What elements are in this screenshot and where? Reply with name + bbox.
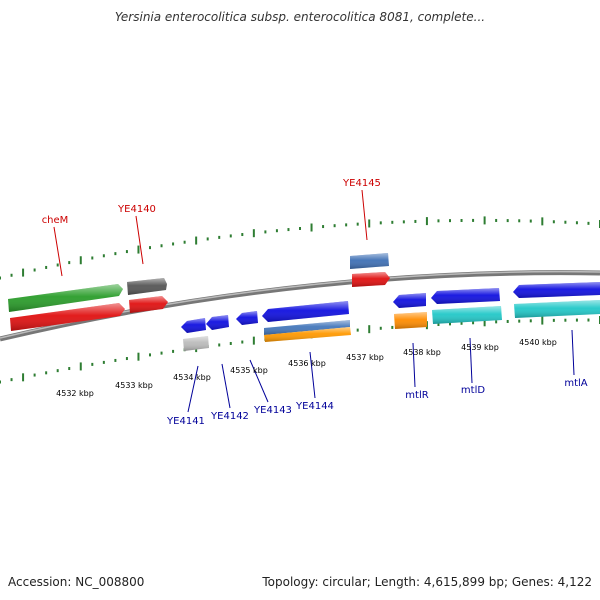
gene-label-ye4144[interactable]: YE4144 xyxy=(295,401,334,412)
gene-arrow[interactable] xyxy=(352,272,390,287)
gene-arrow[interactable] xyxy=(264,327,351,342)
gene-label-mtlr[interactable]: mtlR xyxy=(405,390,428,401)
gene-label-mtla[interactable]: mtlA xyxy=(564,378,587,389)
gene-arrow[interactable] xyxy=(431,288,500,304)
scale-label: 4537 kbp xyxy=(346,353,384,362)
gene-arrow[interactable] xyxy=(350,253,389,269)
gene-label-ye4142[interactable]: YE4142 xyxy=(210,411,249,422)
scale-label: 4533 kbp xyxy=(115,381,153,390)
gene-arrow[interactable] xyxy=(181,318,206,333)
gene-label-chem[interactable]: cheM xyxy=(42,215,69,226)
genome-summary-text: Topology: circular; Length: 4,615,899 bp… xyxy=(262,575,592,589)
scale-label: 4540 kbp xyxy=(519,338,557,347)
outer-tick-ring xyxy=(0,216,600,280)
gene-arrow[interactable] xyxy=(8,284,123,312)
reverse-strand-genes xyxy=(181,282,600,351)
scale-label: 4539 kbp xyxy=(461,343,499,352)
gene-label-ye4140[interactable]: YE4140 xyxy=(117,204,156,215)
forward-strand-genes xyxy=(8,253,390,331)
reverse-leader-lines xyxy=(187,329,575,413)
gene-arrow[interactable] xyxy=(262,301,349,322)
gene-arrow[interactable] xyxy=(236,311,258,325)
scale-label: 4538 kbp xyxy=(403,348,441,357)
scale-label: 4536 kbp xyxy=(288,359,326,368)
forward-gene-labels: cheM YE4140 YE4145 xyxy=(42,178,381,226)
gene-label-ye4145[interactable]: YE4145 xyxy=(342,178,381,189)
scale-labels: 4532 kbp 4533 kbp 4534 kbp 4535 kbp 4536… xyxy=(56,338,557,398)
gene-label-ye4143[interactable]: YE4143 xyxy=(253,405,292,416)
scale-label: 4532 kbp xyxy=(56,389,94,398)
scale-label: 4535 kbp xyxy=(230,366,268,375)
gene-arrow[interactable] xyxy=(514,300,600,318)
map-title: Yersinia enterocolitica subsp. enterocol… xyxy=(114,10,486,24)
scale-label: 4534 kbp xyxy=(173,373,211,382)
gene-arrow[interactable] xyxy=(129,296,168,313)
reverse-gene-labels: YE4141 YE4142 YE4143 YE4144 mtlR mtlD mt… xyxy=(166,378,588,427)
accession-text: Accession: NC_008800 xyxy=(8,575,145,589)
gene-arrow[interactable] xyxy=(394,312,427,329)
gene-label-mtld[interactable]: mtlD xyxy=(461,385,485,396)
gene-arrow[interactable] xyxy=(127,278,167,295)
gene-arrow[interactable] xyxy=(264,320,350,335)
gene-label-ye4141[interactable]: YE4141 xyxy=(166,416,205,427)
gene-arrow[interactable] xyxy=(206,315,229,330)
gene-arrow[interactable] xyxy=(10,303,125,331)
gene-arrow[interactable] xyxy=(432,306,502,324)
gene-arrow[interactable] xyxy=(183,336,209,351)
gene-arrow[interactable] xyxy=(393,293,426,308)
forward-leader-lines xyxy=(53,189,368,277)
gene-arrow[interactable] xyxy=(513,282,600,298)
